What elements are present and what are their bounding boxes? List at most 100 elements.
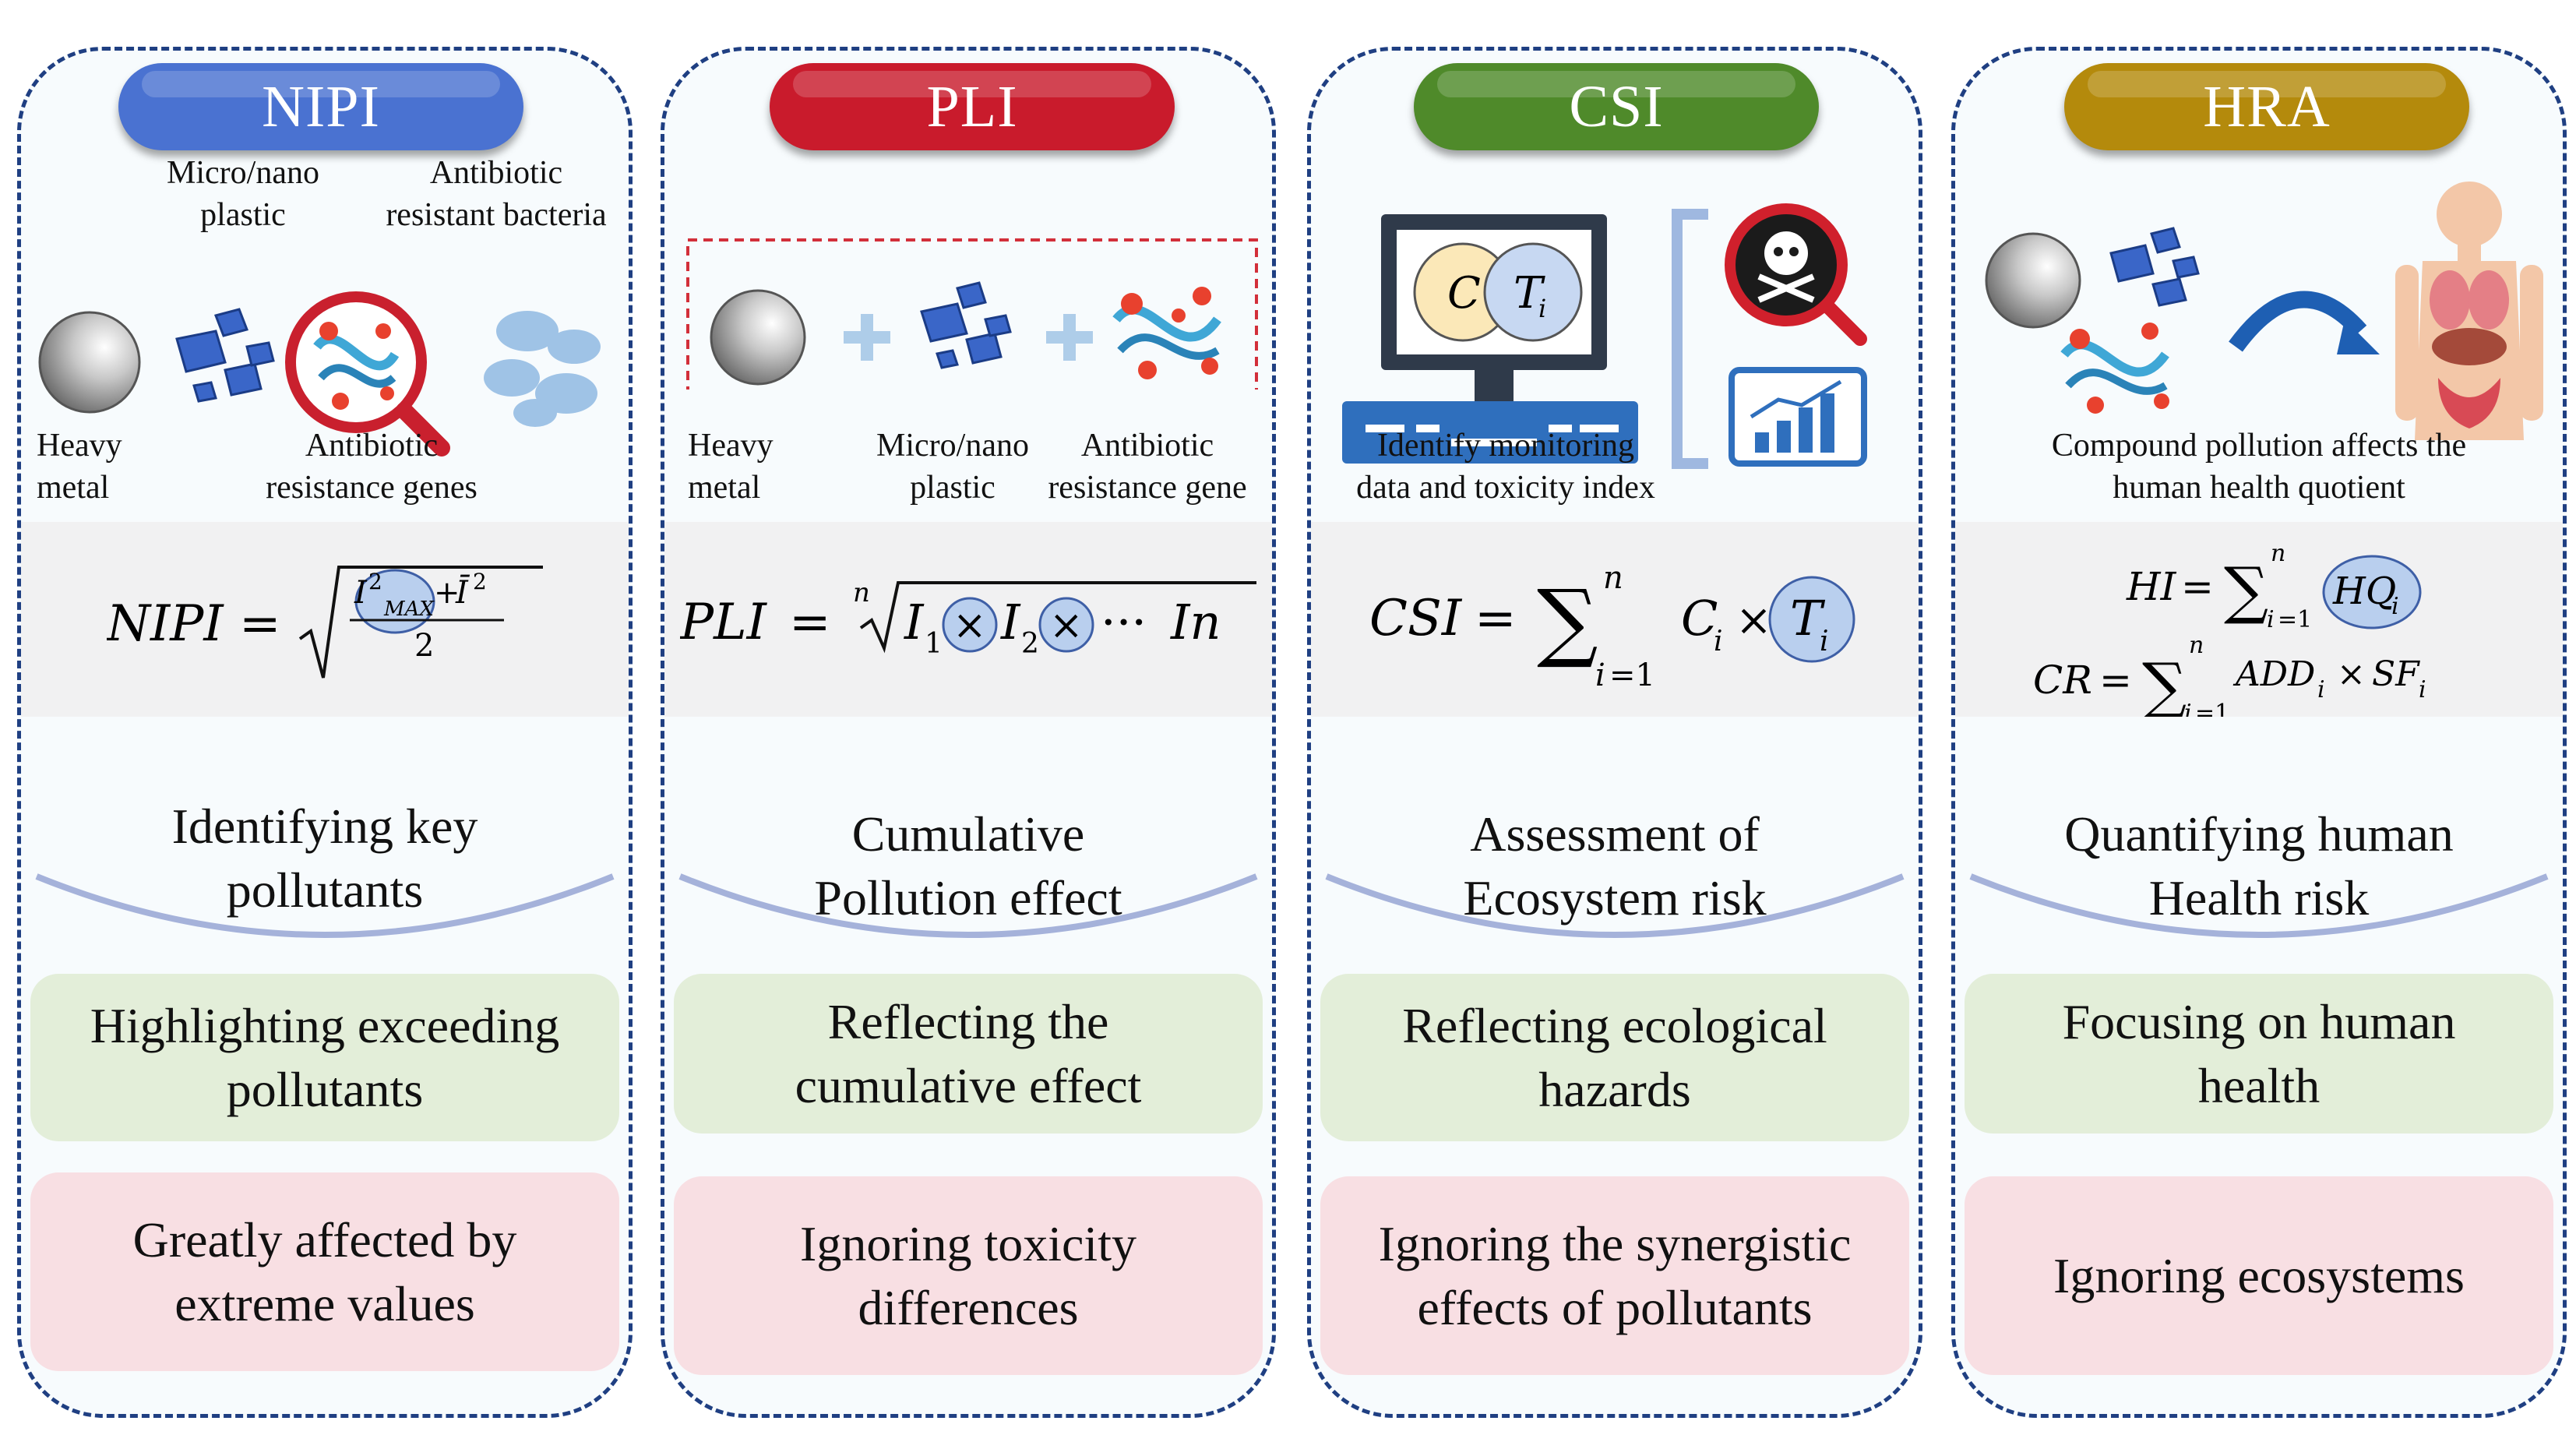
csi-panel: CSI C T i <box>1307 47 1922 1418</box>
csi-divider-arc <box>1325 873 1905 938</box>
svg-text:=: = <box>2099 658 2132 703</box>
svg-text:i: i <box>1714 626 1723 658</box>
pli-title-pill: PLI <box>770 63 1175 150</box>
svg-text:∑: ∑ <box>1537 571 1598 671</box>
compound-pollution-label: Compound pollution affects the human hea… <box>2051 428 2467 506</box>
svg-text:In: In <box>1170 594 1221 650</box>
hra-title-pill: HRA <box>2064 63 2469 150</box>
microplastic-icon <box>920 281 1012 369</box>
hra-exposure-icons <box>1985 182 2543 440</box>
nipi-formula-band: NIPI = I 2 MAX + Ī 2 2 <box>21 522 629 717</box>
svg-text:HQ: HQ <box>2332 569 2396 613</box>
pli-formula: PLI = n I 1 × I 2 × ··· In <box>680 577 1256 660</box>
svg-text:I: I <box>1000 594 1021 650</box>
svg-text:=1: =1 <box>2278 606 2312 633</box>
svg-text:n: n <box>2189 632 2204 659</box>
svg-text:CSI: CSI <box>1369 590 1463 647</box>
svg-text:I: I <box>354 575 368 611</box>
svg-text:MAX: MAX <box>383 598 435 621</box>
hra-advantage: Focusing on human health <box>1965 974 2553 1134</box>
svg-text:∑: ∑ <box>2224 554 2268 626</box>
csi-formula: CSI = ∑ n i =1 C i × T i <box>1369 560 1855 693</box>
svg-text:=: = <box>239 595 281 653</box>
nipi-heading: Identifying key pollutants <box>171 799 478 918</box>
svg-text:NIPI: NIPI <box>107 595 224 653</box>
micro-nano-plastic-label: Micro/nano plastic <box>167 155 319 233</box>
nipi-divider-arc <box>35 873 615 938</box>
svg-text:T: T <box>1514 268 1545 319</box>
svg-text:2: 2 <box>1021 628 1039 660</box>
nipi-advantage: Highlighting exceeding pollutants <box>30 974 619 1141</box>
svg-text:=: = <box>1475 590 1517 647</box>
nipi-title: NIPI <box>262 73 380 139</box>
svg-text:n: n <box>1603 560 1623 596</box>
svg-text:×: × <box>953 602 987 649</box>
svg-text:2: 2 <box>368 569 382 594</box>
nipi-title-pill: NIPI <box>118 63 523 150</box>
nipi-limitation: Greatly affected by extreme values <box>30 1172 619 1371</box>
svg-text:···: ··· <box>1101 594 1147 650</box>
hra-title: HRA <box>2203 73 2331 139</box>
antibiotic-resistant-bacteria-label: Antibiotic resistant bacteria <box>386 155 607 233</box>
svg-text:=: = <box>2181 564 2214 609</box>
hra-formulas: HI = ∑ n i =1 HQ i CR = ∑ n i =1 ADD i ×… <box>2033 540 2426 717</box>
pli-pollutant-combination <box>686 238 1258 390</box>
csi-title-pill: CSI <box>1414 63 1819 150</box>
plus-icon <box>1046 314 1093 361</box>
nipi-pollutant-icons <box>38 291 601 457</box>
csi-heading: Assessment of Ecosystem risk <box>1463 806 1767 925</box>
pli-title: PLI <box>926 73 1018 139</box>
svg-text:×: × <box>1736 595 1772 646</box>
svg-text:=1: =1 <box>1609 658 1655 693</box>
hra-formula-band: HI = ∑ n i =1 HQ i CR = ∑ n i =1 ADD i ×… <box>1955 522 2563 717</box>
pli-heading: Cumulative Pollution effect <box>814 806 1122 925</box>
hra-heading: Quantifying human Health risk <box>2064 806 2454 925</box>
svg-text:C: C <box>1681 590 1718 647</box>
svg-text:ADD: ADD <box>2232 654 2315 694</box>
svg-text:×: × <box>2337 654 2366 694</box>
heavy-metal-icon <box>1985 232 2081 329</box>
resistance-gene-icon <box>2060 323 2169 414</box>
hra-limitation: Ignoring ecosystems <box>1965 1176 2553 1375</box>
microplastic-icon <box>175 308 275 403</box>
svg-text:C: C <box>1447 268 1481 319</box>
bracket-icon <box>1672 209 1708 469</box>
svg-text:i: i <box>1538 294 1546 323</box>
svg-text:×: × <box>1049 602 1084 649</box>
csi-limitation: Ignoring the synergistic effects of poll… <box>1320 1176 1909 1375</box>
svg-text:CR: CR <box>2033 658 2092 703</box>
svg-text:i: i <box>2184 700 2192 717</box>
svg-text:i: i <box>2419 676 2426 703</box>
svg-text:Ī: Ī <box>455 575 470 611</box>
svg-text:HI: HI <box>2126 564 2177 609</box>
svg-text:i: i <box>1595 658 1605 693</box>
keyboard-icon <box>1342 401 1638 464</box>
plus-icon <box>844 314 890 361</box>
antibiotic-resistance-genes-label: Antibiotic resistance genes <box>266 428 477 506</box>
svg-text:∑: ∑ <box>2142 650 2187 717</box>
pli-advantage: Reflecting the cumulative effect <box>674 974 1263 1134</box>
heavy-metal-label: Heavy metal <box>37 428 122 506</box>
svg-text:n: n <box>853 577 870 608</box>
svg-text:T: T <box>1790 590 1826 647</box>
resistance-gene-icon <box>1112 287 1221 379</box>
csi-formula-band: CSI = ∑ n i =1 C i × T i <box>1311 522 1919 717</box>
heavy-metal-label: Heavy metal <box>688 428 774 506</box>
bacteria-icon <box>484 311 601 427</box>
svg-text:2: 2 <box>414 628 434 664</box>
pli-divider-arc <box>678 873 1258 938</box>
svg-text:=1: =1 <box>2195 700 2229 717</box>
svg-text:i: i <box>1820 626 1829 658</box>
microplastic-icon <box>2109 227 2200 307</box>
svg-text:I: I <box>904 594 925 650</box>
chart-monitor-icon <box>1728 367 1867 467</box>
antibiotic-resistance-gene-label: Antibiotic resistance gene <box>1048 428 1247 506</box>
resistance-magnifier-icon <box>285 291 450 457</box>
heavy-metal-icon <box>38 311 141 414</box>
exposure-arrow-icon <box>2229 291 2380 354</box>
csi-title: CSI <box>1569 73 1664 139</box>
pli-limitation: Ignoring toxicity differences <box>674 1176 1263 1375</box>
svg-text:+: + <box>434 575 460 611</box>
svg-text:=: = <box>789 594 831 651</box>
pli-formula-band: PLI = n I 1 × I 2 × ··· In <box>664 522 1272 717</box>
